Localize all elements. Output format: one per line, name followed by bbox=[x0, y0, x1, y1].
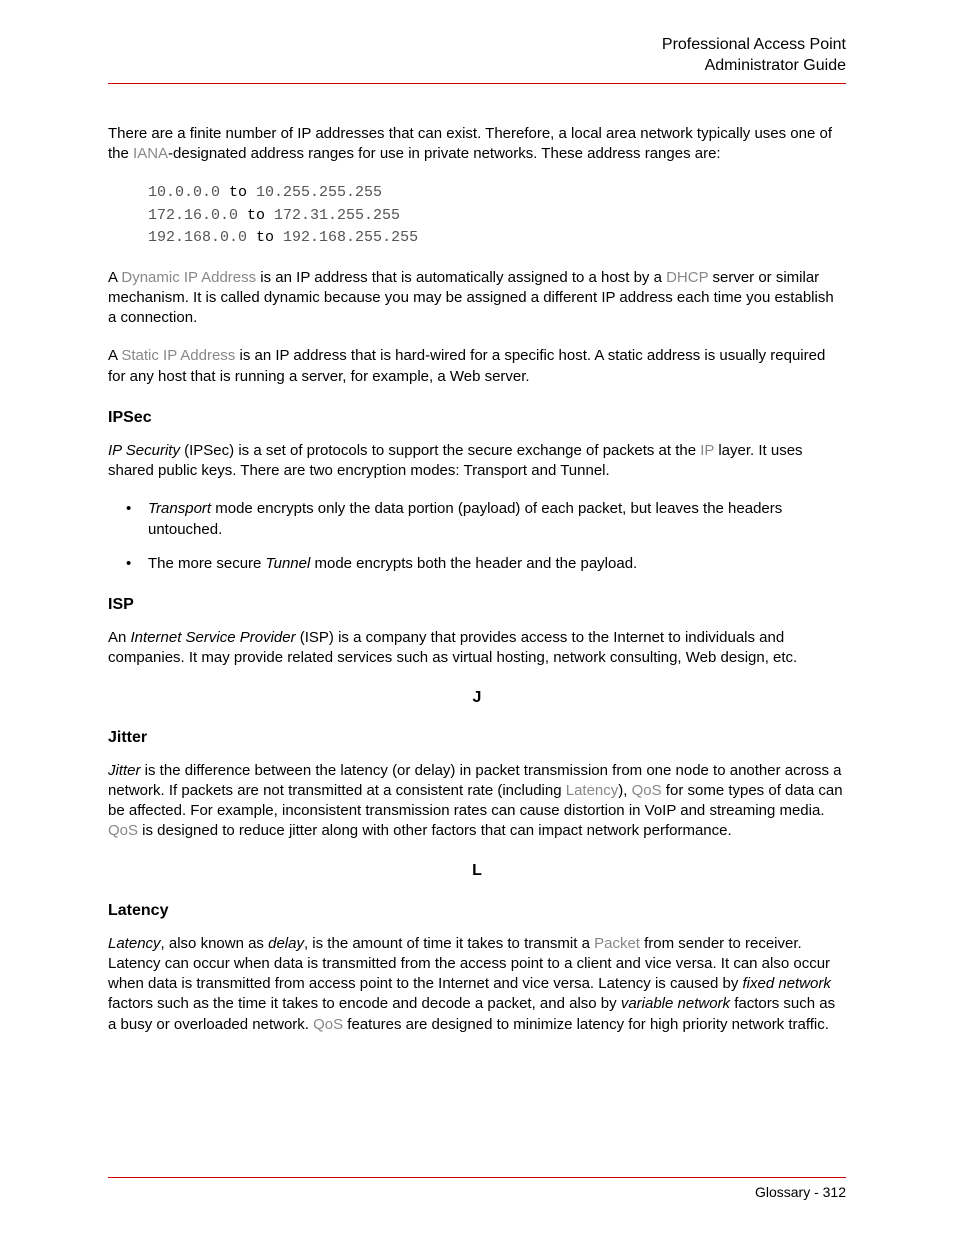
heading-isp: ISP bbox=[108, 596, 846, 614]
dyn-t1: A bbox=[108, 269, 121, 286]
r2m: to bbox=[238, 207, 274, 224]
ipsec-bullet-1: Transport mode encrypts only the data po… bbox=[108, 499, 846, 540]
latency-t2: , is the amount of time it takes to tran… bbox=[304, 935, 594, 952]
r2a: 172.16.0.0 bbox=[148, 207, 238, 224]
letter-heading-l: L bbox=[108, 862, 846, 880]
latency-t4: factors such as the time it takes to enc… bbox=[108, 995, 621, 1012]
heading-jitter: Jitter bbox=[108, 729, 846, 747]
link-iana[interactable]: IANA bbox=[133, 145, 168, 162]
link-dynamic-ip[interactable]: Dynamic IP Address bbox=[121, 269, 256, 286]
letter-heading-j: J bbox=[108, 689, 846, 707]
link-static-ip[interactable]: Static IP Address bbox=[121, 347, 235, 364]
intro-paragraph: There are a finite number of IP addresse… bbox=[108, 124, 846, 165]
header-line1: Professional Access Point bbox=[662, 36, 846, 53]
link-ip[interactable]: IP bbox=[700, 442, 714, 459]
ipsec-bullet-2: The more secure Tunnel mode encrypts bot… bbox=[108, 554, 846, 574]
jitter-t4: is designed to reduce jitter along with … bbox=[138, 822, 732, 839]
link-dhcp[interactable]: DHCP bbox=[666, 269, 708, 286]
latency-i4: variable network bbox=[621, 995, 730, 1012]
dyn-t2: is an IP address that is automatically a… bbox=[256, 269, 666, 286]
latency-t6: features are designed to minimize latenc… bbox=[343, 1016, 829, 1033]
ipsec-b1-t: mode encrypts only the data portion (pay… bbox=[148, 500, 782, 537]
link-latency[interactable]: Latency bbox=[566, 782, 619, 799]
r3b: 192.168.255.255 bbox=[283, 229, 418, 246]
dynamic-ip-paragraph: A Dynamic IP Address is an IP address th… bbox=[108, 268, 846, 329]
latency-i3: fixed network bbox=[743, 975, 831, 992]
isp-t1: An bbox=[108, 629, 131, 646]
r3a: 192.168.0.0 bbox=[148, 229, 247, 246]
r3m: to bbox=[247, 229, 283, 246]
latency-paragraph: Latency, also known as delay, is the amo… bbox=[108, 934, 846, 1035]
latency-i1: Latency bbox=[108, 935, 161, 952]
static-ip-paragraph: A Static IP Address is an IP address tha… bbox=[108, 346, 846, 387]
ipsec-b2-t2: mode encrypts both the header and the pa… bbox=[310, 555, 637, 572]
isp-paragraph: An Internet Service Provider (ISP) is a … bbox=[108, 628, 846, 669]
ipsec-b2-t1: The more secure bbox=[148, 555, 266, 572]
r2b: 172.31.255.255 bbox=[274, 207, 400, 224]
r1a: 10.0.0.0 bbox=[148, 184, 220, 201]
page-header: Professional Access Point Administrator … bbox=[108, 35, 846, 84]
ipsec-b2-i: Tunnel bbox=[266, 555, 311, 572]
r1m: to bbox=[220, 184, 256, 201]
page-container: Professional Access Point Administrator … bbox=[0, 0, 954, 1235]
ipsec-i1: IP Security bbox=[108, 442, 180, 459]
isp-i1: Internet Service Provider bbox=[131, 629, 296, 646]
ipsec-b1-i: Transport bbox=[148, 500, 211, 517]
ipsec-bullet-list: Transport mode encrypts only the data po… bbox=[108, 499, 846, 574]
link-qos-2[interactable]: QoS bbox=[108, 822, 138, 839]
link-qos-3[interactable]: QoS bbox=[313, 1016, 343, 1033]
jitter-i1: Jitter bbox=[108, 762, 141, 779]
page-footer: Glossary - 312 bbox=[108, 1177, 846, 1200]
ip-range-3: 192.168.0.0 to 192.168.255.255 bbox=[148, 227, 846, 250]
ipsec-paragraph: IP Security (IPSec) is a set of protocol… bbox=[108, 441, 846, 482]
footer-text: Glossary - 312 bbox=[755, 1184, 846, 1200]
ip-ranges-block: 10.0.0.0 to 10.255.255.255 172.16.0.0 to… bbox=[148, 182, 846, 250]
latency-t1: , also known as bbox=[161, 935, 269, 952]
r1b: 10.255.255.255 bbox=[256, 184, 382, 201]
jitter-t2: ), bbox=[618, 782, 631, 799]
heading-ipsec: IPSec bbox=[108, 409, 846, 427]
link-packet[interactable]: Packet bbox=[594, 935, 640, 952]
header-line2: Administrator Guide bbox=[705, 57, 846, 74]
ip-range-1: 10.0.0.0 to 10.255.255.255 bbox=[148, 182, 846, 205]
intro-text-2: -designated address ranges for use in pr… bbox=[168, 145, 721, 162]
ip-range-2: 172.16.0.0 to 172.31.255.255 bbox=[148, 205, 846, 228]
heading-latency: Latency bbox=[108, 902, 846, 920]
ipsec-t1: (IPSec) is a set of protocols to support… bbox=[180, 442, 700, 459]
latency-i2: delay bbox=[268, 935, 304, 952]
link-qos-1[interactable]: QoS bbox=[632, 782, 662, 799]
jitter-paragraph: Jitter is the difference between the lat… bbox=[108, 761, 846, 842]
stat-t1: A bbox=[108, 347, 121, 364]
